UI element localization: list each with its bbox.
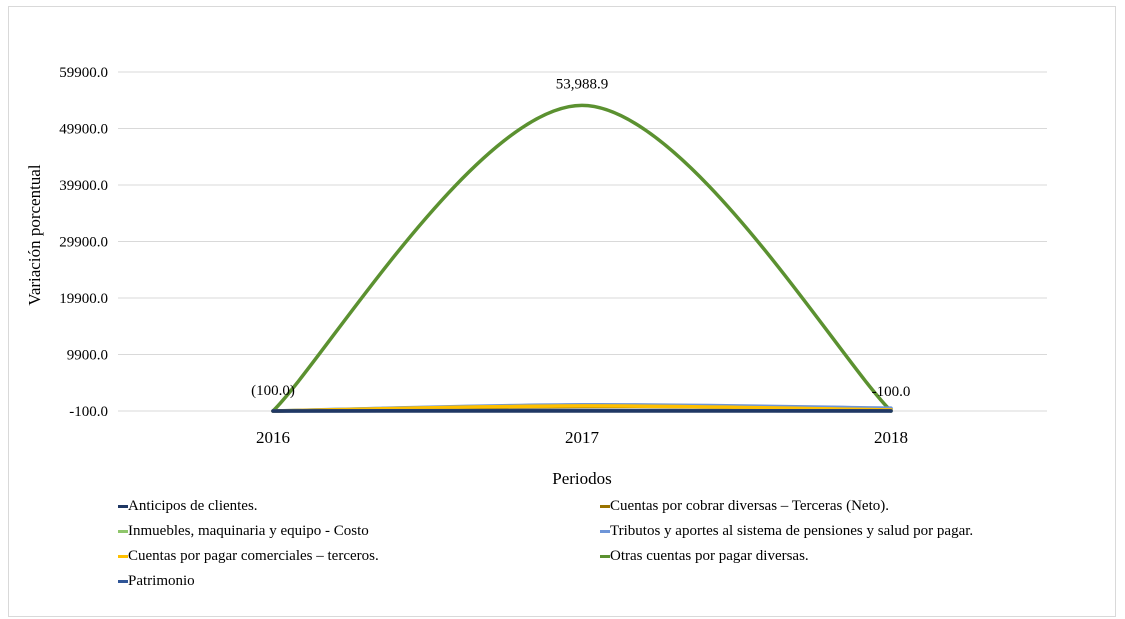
x-tick-label: 2017	[565, 428, 600, 447]
legend-label: Anticipos de clientes.	[128, 497, 258, 514]
data-label: -100.0	[872, 384, 911, 400]
legend-item: Cuentas por cobrar diversas – Terceras (…	[600, 496, 1078, 516]
x-axis-ticks: 2016 2017 2018	[256, 428, 908, 447]
legend-item: Patrimonio	[118, 571, 600, 591]
legend-swatch	[118, 529, 128, 533]
legend-item: Tributos y aportes al sistema de pension…	[600, 521, 1078, 541]
series-lines	[271, 103, 893, 413]
line-chart: -100.0 9900.0 19900.0 29900.0 39900.0 49900.0…	[25, 65, 1047, 488]
series-line	[271, 103, 893, 413]
y-tick-label: -100.0	[69, 404, 108, 420]
legend-item: Inmuebles, maquinaria y equipo - Costo	[118, 521, 600, 541]
legend-label: Patrimonio	[128, 572, 195, 589]
chart-frame	[8, 6, 1116, 617]
data-label: 53,988.9	[556, 76, 609, 92]
legend-label: Tributos y aportes al sistema de pension…	[610, 522, 974, 539]
y-tick-label: 39900.0	[59, 178, 108, 194]
y-tick-label: 49900.0	[59, 122, 108, 138]
legend-item: Anticipos de clientes.	[118, 496, 600, 516]
legend-swatch	[600, 554, 610, 558]
y-tick-label: 9900.0	[67, 348, 108, 364]
legend-swatch	[118, 554, 128, 558]
y-tick-label: 29900.0	[59, 235, 108, 251]
legend-swatch	[600, 529, 610, 533]
legend-label: Otras cuentas por pagar diversas.	[610, 547, 809, 564]
legend-swatch	[118, 579, 128, 583]
legend: Anticipos de clientes. Cuentas por cobrar…	[118, 496, 1078, 591]
y-axis-ticks: -100.0 9900.0 19900.0 29900.0 39900.0 49900.0…	[59, 65, 108, 420]
y-tick-label: 59900.0	[59, 65, 108, 81]
x-tick-label: 2016	[256, 428, 290, 447]
gridlines	[118, 71, 1047, 412]
legend-label: Inmuebles, maquinaria y equipo - Costo	[128, 522, 369, 539]
y-tick-label: 19900.0	[59, 291, 108, 307]
y-axis-title: Variación porcentual	[25, 164, 44, 305]
x-tick-label: 2018	[874, 428, 908, 447]
legend-item: Cuentas por pagar comerciales – terceros…	[118, 546, 600, 566]
legend-label: Cuentas por pagar comerciales – terceros…	[128, 547, 379, 564]
legend-swatch	[118, 504, 128, 508]
legend-item: Otras cuentas por pagar diversas.	[600, 546, 1078, 566]
x-axis-title: Periodos	[552, 469, 612, 488]
legend-label: Cuentas por cobrar diversas – Terceras (…	[610, 497, 889, 514]
legend-swatch	[600, 504, 610, 508]
data-label: (100.0)	[251, 383, 295, 399]
data-labels: (100.0) 53,988.9 -100.0	[251, 76, 910, 400]
